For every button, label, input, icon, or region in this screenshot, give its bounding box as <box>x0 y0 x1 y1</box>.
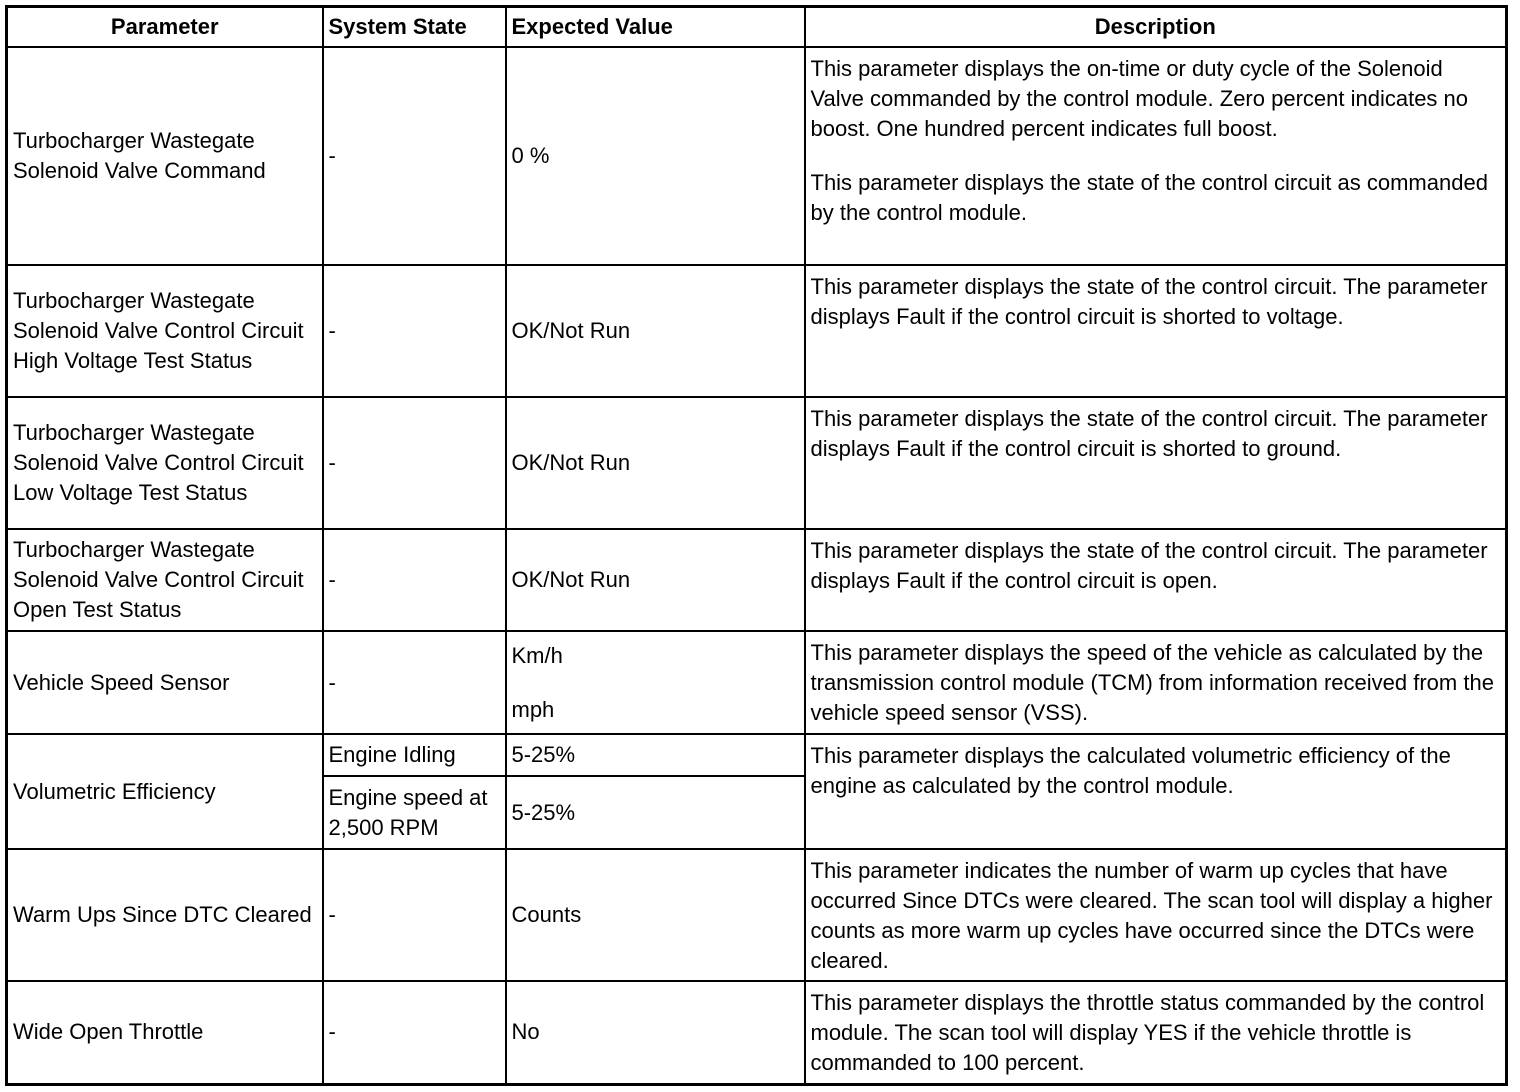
table-row: Warm Ups Since DTC Cleared - Counts This… <box>5 848 1508 982</box>
expected-value-cell: OK/Not Run <box>504 528 806 632</box>
system-state-cell: Engine Idling <box>321 733 507 777</box>
parameter-cell: Turbocharger Wastegate Solenoid Valve Co… <box>5 46 324 266</box>
description-cell: This parameter displays the throttle sta… <box>803 980 1508 1085</box>
expected-value-cell: No <box>504 980 806 1085</box>
system-state-cell: Engine speed at 2,500 RPM <box>321 775 507 850</box>
system-state-cell: - <box>321 848 507 982</box>
description-cell: This parameter displays the state of the… <box>803 396 1508 530</box>
expected-value-text-2: mph <box>511 696 555 722</box>
table-row: Wide Open Throttle - No This parameter d… <box>5 980 1508 1085</box>
parameter-cell: Turbocharger Wastegate Solenoid Valve Co… <box>5 528 324 632</box>
table-row: Turbocharger Wastegate Solenoid Valve Co… <box>5 528 1508 632</box>
parameter-cell: Wide Open Throttle <box>5 980 324 1085</box>
description-cell: This parameter displays the on-time or d… <box>803 46 1508 266</box>
parameter-cell: Volumetric Efficiency <box>5 733 324 850</box>
system-state-cell: - <box>321 980 507 1085</box>
header-expected-value: Expected Value <box>504 5 806 48</box>
expected-value-cell: 0 % <box>504 46 806 266</box>
expected-value-text: Km/h <box>511 642 563 668</box>
header-system-state: System State <box>321 5 507 48</box>
description-cell: This parameter displays the speed of the… <box>803 630 1508 735</box>
system-state-cell: - <box>321 528 507 632</box>
table-row: Turbocharger Wastegate Solenoid Valve Co… <box>5 46 1508 266</box>
parameter-cell: Warm Ups Since DTC Cleared <box>5 848 324 982</box>
header-row: Parameter System State Expected Value De… <box>5 5 1508 48</box>
system-state-cell: - <box>321 396 507 530</box>
table-row: Vehicle Speed Sensor - Km/h mph This par… <box>5 630 1508 735</box>
description-text-2: This parameter displays the state of the… <box>810 170 1488 225</box>
description-cell: This parameter indicates the number of w… <box>803 848 1508 982</box>
expected-value-cell: Counts <box>504 848 806 982</box>
table-row: Engine speed at 2,500 RPM 5-25% <box>7 775 1507 850</box>
header-description: Description <box>803 5 1508 48</box>
table-row: Turbocharger Wastegate Solenoid Valve Co… <box>5 264 1508 398</box>
table-row: Volumetric Efficiency Engine Idling 5-25… <box>5 733 1508 850</box>
expected-value-cell: OK/Not Run <box>504 396 806 530</box>
system-state-cell: - <box>321 630 507 735</box>
description-cell: This parameter displays the state of the… <box>803 528 1508 632</box>
parameter-cell: Turbocharger Wastegate Solenoid Valve Co… <box>5 264 324 398</box>
description-cell: This parameter displays the calculated v… <box>803 733 1508 850</box>
description-text: This parameter displays the on-time or d… <box>810 56 1469 141</box>
description-cell: This parameter displays the state of the… <box>803 264 1508 398</box>
parameter-cell: Turbocharger Wastegate Solenoid Valve Co… <box>5 396 324 530</box>
header-parameter: Parameter <box>5 5 324 48</box>
table-row: Turbocharger Wastegate Solenoid Valve Co… <box>5 396 1508 530</box>
parameter-cell: Vehicle Speed Sensor <box>5 630 324 735</box>
expected-value-cell: 5-25% <box>504 733 806 777</box>
expected-value-cell: OK/Not Run <box>504 264 806 398</box>
system-state-cell: - <box>321 264 507 398</box>
expected-value-cell: Km/h mph <box>504 630 806 735</box>
system-state-cell: - <box>321 46 507 266</box>
expected-value-cell: 5-25% <box>504 775 806 850</box>
parameter-table: Parameter System State Expected Value De… <box>5 5 1508 1086</box>
